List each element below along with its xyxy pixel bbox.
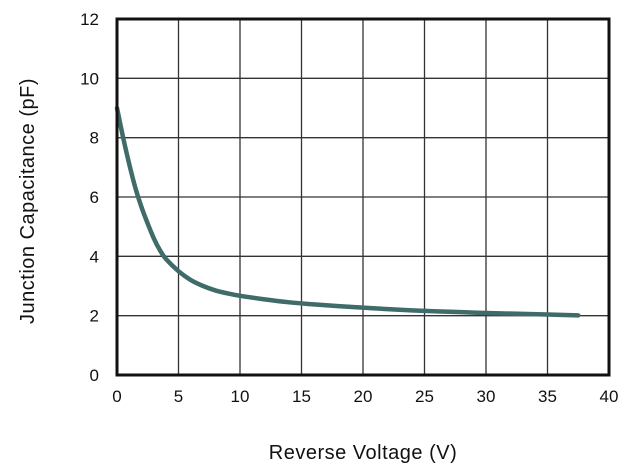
y-tick-label: 8 (90, 129, 99, 148)
y-tick-label: 6 (90, 188, 99, 207)
y-tick-label: 4 (90, 247, 99, 266)
y-tick-labels: 0 2 4 6 8 10 12 (80, 10, 99, 385)
y-tick-label: 10 (80, 69, 99, 88)
x-tick-label: 35 (538, 387, 557, 406)
x-tick-label: 40 (600, 387, 619, 406)
x-tick-label: 30 (477, 387, 496, 406)
x-tick-label: 15 (292, 387, 311, 406)
x-tick-label: 10 (231, 387, 250, 406)
series-layer (114, 105, 581, 318)
x-axis-title: Reverse Voltage (V) (269, 442, 457, 464)
y-tick-label: 2 (90, 307, 99, 326)
x-tick-labels: 0 5 10 15 20 25 30 35 40 (112, 387, 618, 406)
x-tick-label: 20 (354, 387, 373, 406)
y-axis-title: Junction Capacitance (pF) (17, 78, 39, 324)
plot-frame (115, 17, 611, 377)
y-tick-label: 12 (80, 10, 99, 29)
x-tick-label: 0 (112, 387, 121, 406)
y-tick-label: 0 (90, 366, 99, 385)
x-tick-label: 5 (174, 387, 183, 406)
x-tick-label: 25 (415, 387, 434, 406)
series-line-0 (114, 105, 581, 318)
